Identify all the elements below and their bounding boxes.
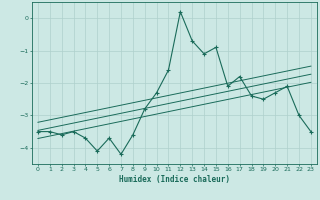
X-axis label: Humidex (Indice chaleur): Humidex (Indice chaleur) (119, 175, 230, 184)
